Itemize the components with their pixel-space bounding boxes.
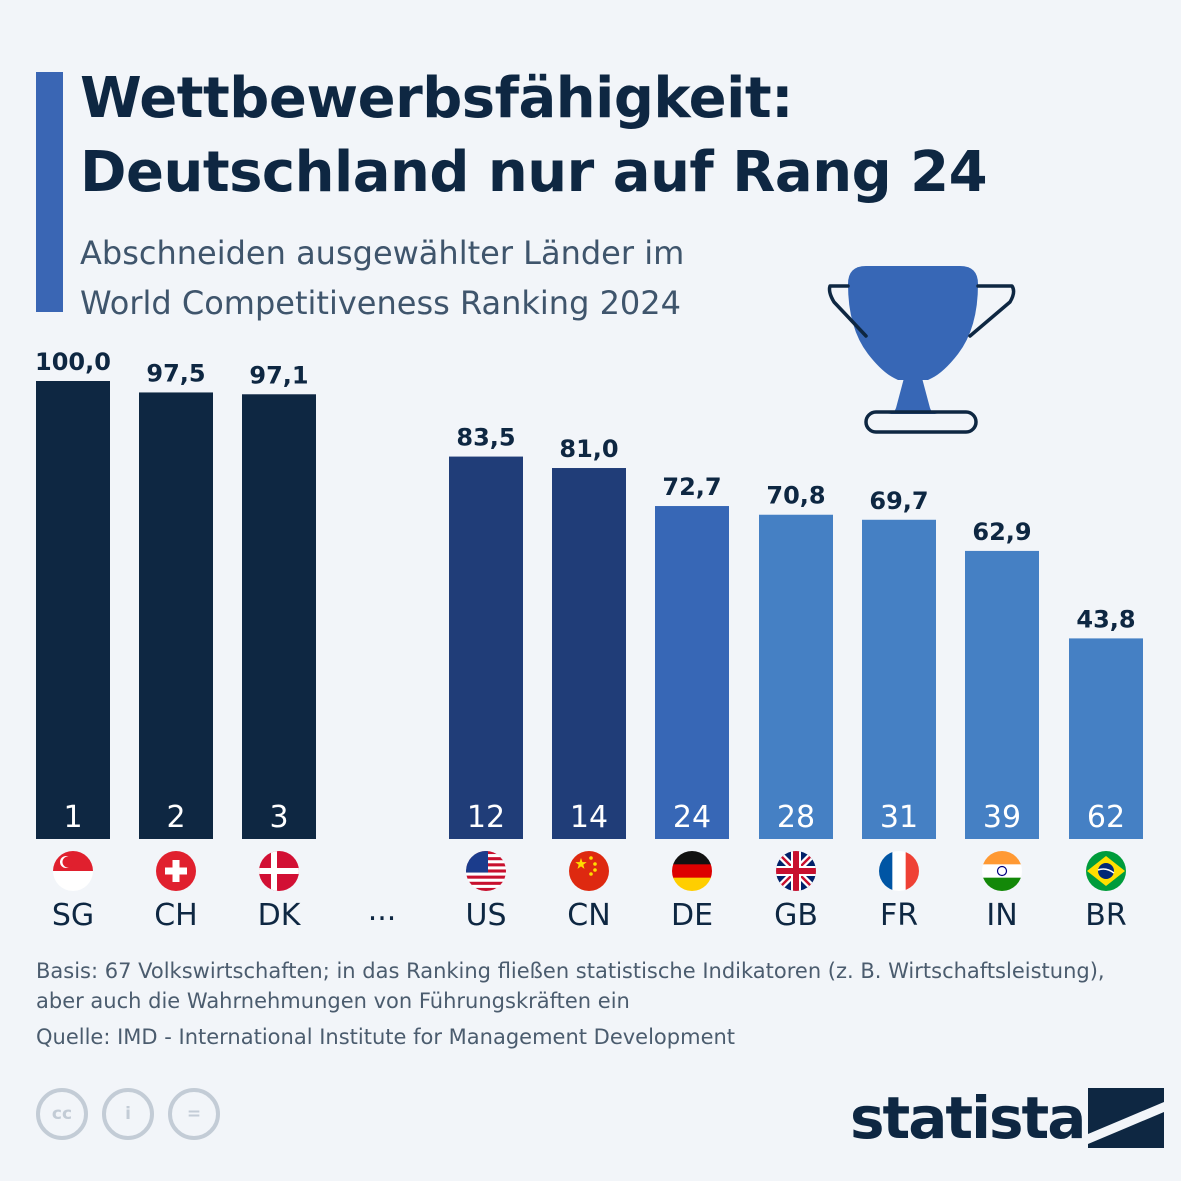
country-label-de: DE	[671, 898, 713, 933]
rank-label-br: 62	[1087, 800, 1125, 835]
no-derivatives-icon[interactable]: =	[168, 1088, 220, 1140]
bar-de	[655, 506, 729, 839]
bar-gb	[759, 514, 833, 839]
creative-commons-icon[interactable]: cc	[36, 1088, 88, 1140]
title-line-2: Deutschland nur auf Rang 24	[80, 140, 988, 205]
bar-us	[449, 456, 523, 839]
statista-logo[interactable]: statista	[850, 1078, 1165, 1158]
bar-chart: 100,0 1 SG 97,5 2 CH 97,1 3 DK 83,5 12 US 81,0 14 CN 72…	[35, 348, 1143, 933]
dk-flag-icon	[259, 851, 299, 891]
subtitle-line-2: World Competitiveness Ranking 2024	[80, 284, 681, 322]
country-label-dk: DK	[258, 898, 302, 933]
chart-title: Wettbewerbsfähigkeit: Deutschland nur au…	[80, 62, 1160, 210]
de-flag-icon	[672, 851, 712, 891]
rank-label-dk: 3	[269, 800, 288, 835]
footnote-basis: Basis: 67 Volkswirtschaften; in das Rank…	[36, 959, 1105, 1013]
value-label-sg: 100,0	[35, 348, 111, 376]
title-accent-bar	[36, 72, 63, 312]
rank-label-fr: 31	[880, 800, 918, 835]
rank-label-ch: 2	[166, 800, 185, 835]
subtitle-line-1: Abschneiden ausgewählter Länder im	[80, 234, 685, 272]
country-label-cn: CN	[567, 898, 610, 933]
sg-flag-icon	[53, 851, 93, 891]
title-line-1: Wettbewerbsfähigkeit:	[80, 66, 794, 131]
bar-sg	[36, 381, 110, 839]
bar-fr	[862, 519, 936, 839]
rank-label-us: 12	[467, 800, 505, 835]
attribution-icon[interactable]: i	[102, 1088, 154, 1140]
country-label-fr: FR	[880, 898, 918, 933]
value-label-us: 83,5	[456, 424, 515, 452]
chart-subtitle: Abschneiden ausgewählter Länder im World…	[80, 228, 840, 328]
bar-ch	[139, 392, 213, 839]
cn-flag-icon	[569, 851, 609, 891]
bar-br	[1069, 638, 1143, 839]
ch-flag-icon	[156, 851, 196, 891]
gb-flag-icon	[776, 851, 816, 891]
footnote-source: Quelle: IMD - International Institute fo…	[36, 1025, 736, 1049]
gap-ellipsis: ...	[367, 893, 397, 928]
statista-logo-icon	[1088, 1088, 1165, 1148]
rank-label-sg: 1	[63, 800, 82, 835]
country-label-gb: GB	[774, 898, 818, 933]
value-label-ch: 97,5	[146, 359, 205, 387]
rank-label-in: 39	[983, 800, 1021, 835]
value-label-cn: 81,0	[559, 435, 618, 463]
value-label-fr: 69,7	[869, 487, 928, 515]
bar-dk	[242, 394, 316, 839]
rank-label-gb: 28	[777, 800, 815, 835]
value-label-in: 62,9	[972, 518, 1031, 546]
footnote: Basis: 67 Volkswirtschaften; in das Rank…	[36, 956, 1136, 1052]
rank-label-cn: 14	[570, 800, 608, 835]
country-label-in: IN	[986, 898, 1017, 933]
in-flag-icon	[982, 851, 1022, 891]
statista-wordmark: statista	[850, 1084, 1086, 1152]
fr-flag-icon	[879, 851, 919, 891]
value-label-gb: 70,8	[766, 482, 825, 510]
license-icons: cc i =	[36, 1088, 220, 1140]
country-label-sg: SG	[52, 898, 94, 933]
value-label-dk: 97,1	[249, 361, 308, 389]
br-flag-icon	[1086, 851, 1126, 891]
value-label-br: 43,8	[1076, 605, 1135, 633]
us-flag-icon	[466, 851, 506, 891]
rank-label-de: 24	[673, 800, 711, 835]
country-label-ch: CH	[154, 898, 198, 933]
trophy-icon	[827, 266, 1016, 434]
country-label-us: US	[465, 898, 506, 933]
bar-cn	[552, 468, 626, 839]
value-label-de: 72,7	[662, 473, 721, 501]
bar-in	[965, 550, 1039, 839]
country-label-br: BR	[1085, 898, 1126, 933]
